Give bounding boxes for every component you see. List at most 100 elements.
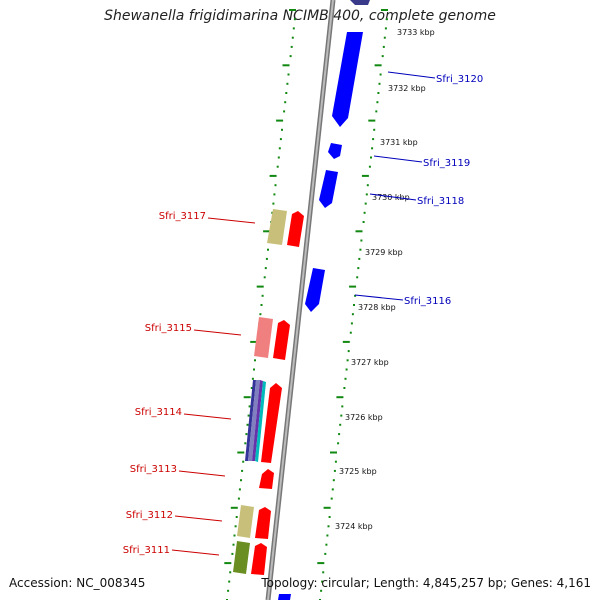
scale-tick-inner xyxy=(281,128,283,131)
scale-tick-inner xyxy=(248,405,251,408)
scale-tick-outer xyxy=(343,387,346,389)
scale-tick-outer xyxy=(349,331,352,334)
gene-label-forward: Sfri_3113 xyxy=(130,464,177,475)
scale-tick-outer xyxy=(330,451,337,454)
scale-tick-outer xyxy=(381,55,384,58)
scale-tick-inner xyxy=(289,9,296,11)
scale-tick-inner xyxy=(290,45,293,48)
scale-tick-inner xyxy=(256,285,264,288)
scale-label: 3730 kbp xyxy=(372,193,410,202)
scale-tick-outer xyxy=(326,534,329,537)
gene-stripe-3 xyxy=(252,380,263,461)
gene-stripe-4 xyxy=(255,381,266,462)
scale-tick-outer xyxy=(357,267,360,270)
scale-tick-outer xyxy=(321,580,324,583)
gene-label-forward: Sfri_3117 xyxy=(159,211,206,222)
tick-layer xyxy=(224,9,388,600)
scale-tick-outer xyxy=(382,45,385,48)
scale-tick-inner xyxy=(272,202,275,205)
scale-tick-outer xyxy=(347,350,350,353)
scale-tick-inner xyxy=(231,552,234,555)
scale-tick-inner xyxy=(242,460,245,463)
scale-tick-inner xyxy=(274,184,277,187)
scale-tick-inner xyxy=(235,516,238,518)
scale-tick-outer xyxy=(327,525,330,528)
scale-label: 3733 kbp xyxy=(397,28,435,37)
scale-tick-inner xyxy=(243,396,251,399)
gene-sfri-3115 xyxy=(273,320,290,360)
forward-strand-genes xyxy=(233,209,304,575)
scale-tick-outer xyxy=(323,506,331,509)
scale-tick-inner xyxy=(263,276,266,279)
gene-label-reverse: Sfri_3120 xyxy=(436,74,483,85)
scale-tick-inner xyxy=(250,340,258,343)
scale-tick-inner xyxy=(229,571,232,574)
scale-tick-outer xyxy=(334,460,337,463)
gene-label-reverse: Sfri_3119 xyxy=(423,158,470,169)
scale-tick-outer xyxy=(342,340,350,343)
scale-tick-outer xyxy=(368,119,376,122)
scale-tick-inner xyxy=(245,433,248,436)
scale-tick-inner xyxy=(251,377,254,380)
scale-tick-inner xyxy=(237,497,240,500)
scale-tick-inner xyxy=(285,92,288,94)
scale-tick-outer xyxy=(345,368,348,371)
scale-tick-outer xyxy=(377,92,380,94)
scale-tick-inner xyxy=(241,469,244,472)
gene-label-forward: Sfri_3112 xyxy=(126,510,173,521)
scale-tick-inner xyxy=(228,580,231,583)
scale-tick-inner xyxy=(224,562,232,565)
scale-tick-inner xyxy=(293,18,296,21)
scale-label: 3732 kbp xyxy=(388,84,426,93)
scale-tick-outer xyxy=(353,304,355,306)
scale-label: 3727 kbp xyxy=(351,358,389,367)
scale-tick-inner xyxy=(259,313,262,316)
scale-tick-inner xyxy=(254,359,256,362)
gene-stripe-1 xyxy=(245,380,256,461)
gene-olive-3111 xyxy=(233,541,250,574)
scale-tick-inner xyxy=(286,82,289,85)
scale-tick-inner xyxy=(273,193,276,196)
scale-tick-inner xyxy=(277,156,280,159)
genome-backbone-highlight xyxy=(267,0,334,600)
scale-tick-outer xyxy=(330,497,333,500)
scale-tick-inner xyxy=(230,506,238,509)
scale-label: 3728 kbp xyxy=(358,303,396,312)
scale-tick-inner xyxy=(269,174,277,177)
gene-label-reverse: Sfri_3116 xyxy=(404,296,451,307)
scale-tick-outer xyxy=(322,571,325,574)
scale-tick-outer xyxy=(378,82,381,85)
gene-sfri-3118 xyxy=(319,170,338,208)
scale-tick-outer xyxy=(365,193,368,196)
scale-tick-inner xyxy=(263,230,271,233)
topology-label: Topology: circular; Length: 4,845,257 bp… xyxy=(261,576,591,590)
accession-label: Accession: NC_008345 xyxy=(9,576,146,590)
gene-sfri-3120 xyxy=(332,32,363,127)
scale-tick-outer xyxy=(368,165,371,168)
gene-tan-3117 xyxy=(267,209,287,245)
scale-tick-inner xyxy=(250,387,253,389)
scale-tick-outer xyxy=(383,36,386,39)
scale-tick-outer xyxy=(328,516,331,518)
scale-tick-outer xyxy=(332,479,335,482)
scale-tick-outer xyxy=(373,128,376,131)
scale-tick-inner xyxy=(233,534,236,537)
scale-tick-inner xyxy=(279,138,282,141)
scale-tick-inner xyxy=(292,27,295,30)
leader-lines xyxy=(171,71,436,556)
scale-tick-outer xyxy=(317,562,325,565)
scale-tick-outer xyxy=(385,18,388,21)
scale-tick-outer xyxy=(349,285,357,288)
scale-tick-inner xyxy=(253,368,255,371)
scale-tick-inner xyxy=(232,543,235,546)
gene-label-forward: Sfri_3114 xyxy=(135,407,182,418)
scale-tick-outer xyxy=(370,156,372,159)
reverse-strand-genes xyxy=(278,0,370,600)
scale-tick-outer xyxy=(339,423,342,426)
gene-pink-3115 xyxy=(254,317,273,358)
gene-sfri-3114 xyxy=(261,383,282,463)
scale-tick-inner xyxy=(264,267,267,270)
scale-tick-outer xyxy=(350,322,353,325)
scale-tick-outer xyxy=(363,211,366,214)
